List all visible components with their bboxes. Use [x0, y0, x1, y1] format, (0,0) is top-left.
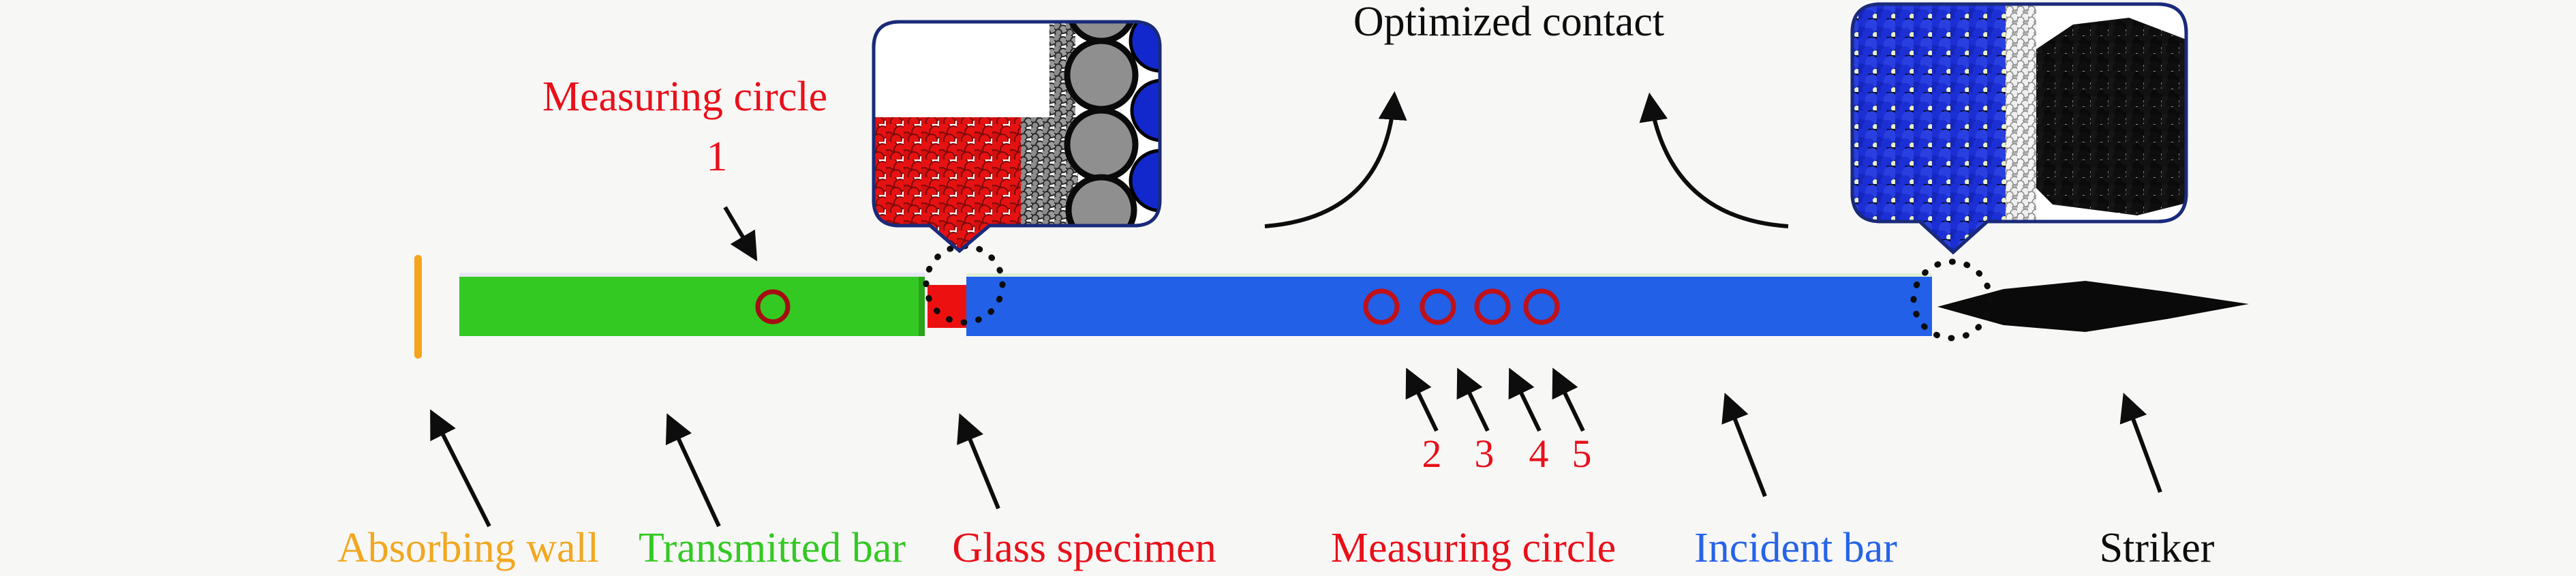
blue-edge-particles — [1129, 22, 1160, 213]
measuring-circle-3-number: 3 — [1474, 431, 1494, 476]
striker-contact-inset — [1850, 2, 2188, 255]
measuring-circle-3-arrow — [1456, 367, 1490, 432]
specimen-contact-inset — [872, 20, 1162, 254]
measuring-circle-2-number: 2 — [1422, 431, 1442, 476]
measuring-circle-5-arrow — [1552, 367, 1585, 432]
measuring-circle-4-arrow — [1508, 367, 1542, 432]
annotation-arrows — [430, 91, 2162, 528]
glass-specimen-label: Glass specimen — [952, 525, 1216, 571]
inset-frame-outline — [872, 20, 1162, 254]
optimized-contact-label: Optimized contact — [1353, 0, 1665, 45]
incident-bar-top-highlight — [966, 273, 1932, 277]
transmitted-bar-top-highlight — [459, 273, 925, 277]
striker-arrow — [2119, 393, 2162, 494]
optimized-contact-right-arrow — [1639, 92, 1789, 228]
white-particle-column — [2006, 4, 2036, 222]
black-particles-region — [2036, 18, 2186, 215]
striker-contact-dotted-circle-icon — [1910, 258, 1993, 342]
measuring-circle-5 — [1523, 288, 1560, 325]
measuring-circle-2-arrow — [1405, 367, 1439, 432]
glass-specimen-arrow — [957, 413, 1000, 510]
inset-frame-outline — [1850, 2, 2188, 255]
optimized-contact-left-arrow — [1264, 91, 1407, 228]
blue-particles-region — [1852, 4, 2006, 252]
incident-bar-arrow — [1721, 393, 1767, 498]
transmitted-bar — [459, 277, 924, 336]
measuring-circle-1-arrow — [723, 206, 758, 262]
incident-bar-label: Incident bar — [1694, 525, 1897, 571]
transmitted-bar-label: Transmitted bar — [638, 525, 906, 571]
absorbing-wall-arrow — [430, 409, 491, 528]
measuring-circle-callout-number: 1 — [706, 134, 728, 180]
absorbing-wall-label: Absorbing wall — [337, 525, 600, 571]
absorbing-wall-bar — [414, 255, 422, 359]
transmitted-bar-end-edge — [919, 277, 925, 336]
striker-shape — [1937, 281, 2249, 332]
measuring-circle-2 — [1363, 288, 1400, 325]
transmitted-bar-arrow — [665, 413, 721, 528]
measuring-circle-label: Measuring circle — [1330, 525, 1616, 571]
measuring-circle-1 — [755, 289, 791, 324]
measuring-circle-callout-title: Measuring circle — [542, 74, 828, 120]
measuring-circle-5-number: 5 — [1571, 431, 1592, 476]
striker-label: Striker — [2099, 525, 2215, 571]
measuring-circle-4-number: 4 — [1529, 431, 1549, 476]
measuring-circle-3 — [1420, 288, 1456, 325]
incident-bar — [966, 277, 1932, 336]
red-particles-region — [874, 117, 1028, 251]
measuring-circle-4 — [1474, 288, 1511, 325]
